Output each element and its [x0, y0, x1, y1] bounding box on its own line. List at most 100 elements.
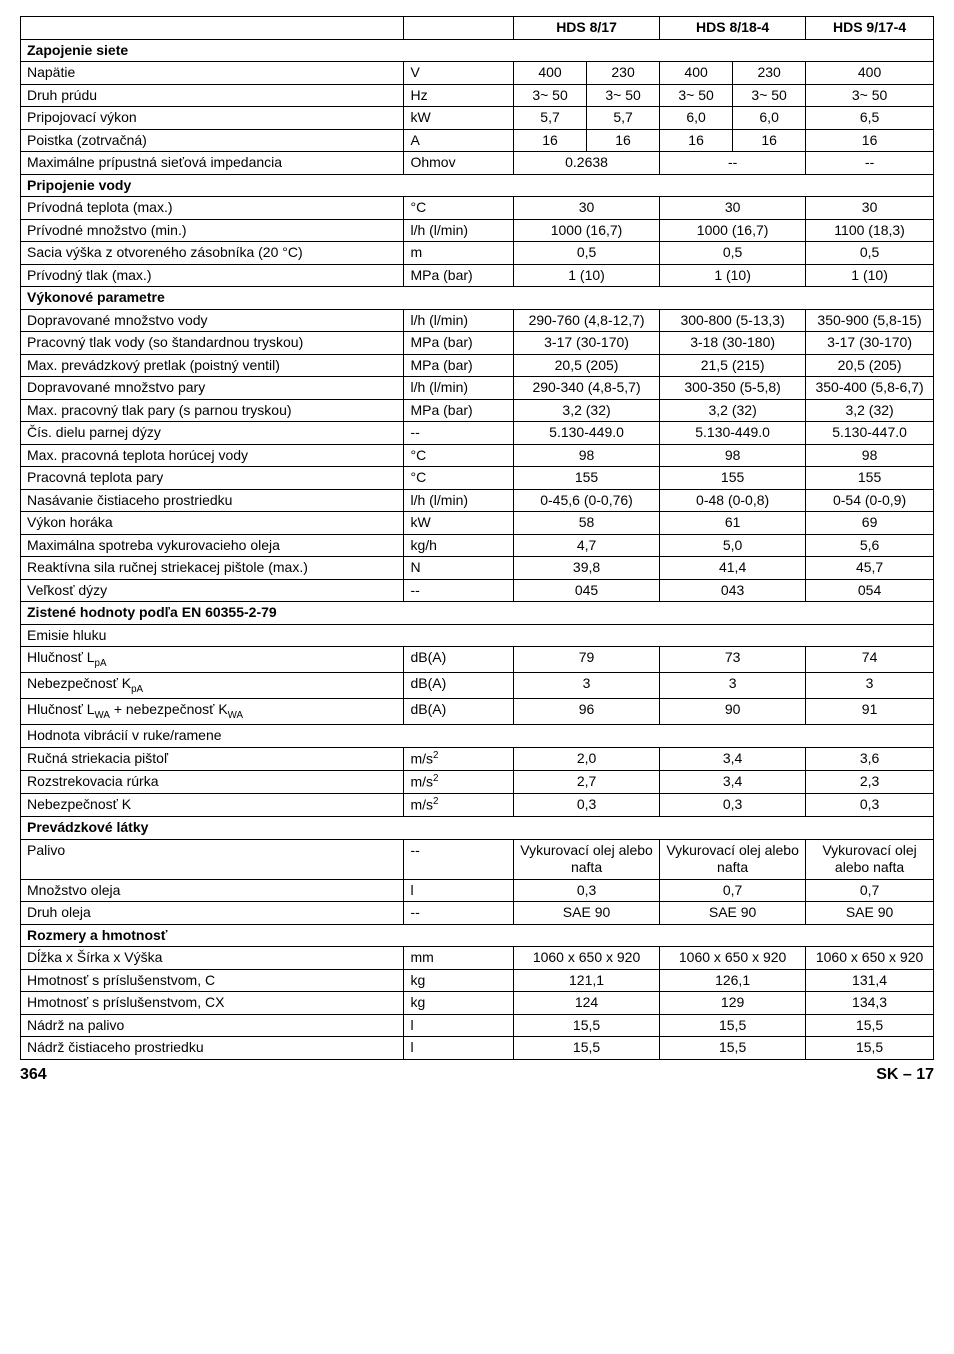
row-unit: --	[404, 579, 514, 602]
row-label: Reaktívna sila ručnej striekacej pištole…	[21, 557, 404, 580]
row-label: Pripojovací výkon	[21, 107, 404, 130]
row-unit: m/s2	[404, 770, 514, 793]
data-row: Nasávanie čistiaceho prostriedkul/h (l/m…	[21, 489, 934, 512]
data-row: Veľkosť dýzy--045043054	[21, 579, 934, 602]
data-row: Nebezpečnosť KpAdB(A)333	[21, 673, 934, 699]
row-unit: l	[404, 879, 514, 902]
section-title: Zapojenie siete	[21, 39, 934, 62]
row-unit: V	[404, 62, 514, 85]
row-unit: kg	[404, 992, 514, 1015]
row-unit: MPa (bar)	[404, 264, 514, 287]
row-unit: m	[404, 242, 514, 265]
header-col-1: HDS 8/17	[514, 17, 660, 40]
row-label: Nebezpečnosť KpA	[21, 673, 404, 699]
row-label: Hmotnosť s príslušenstvom, CX	[21, 992, 404, 1015]
row-unit: l/h (l/min)	[404, 309, 514, 332]
row-unit: N	[404, 557, 514, 580]
section-header: Výkonové parametre	[21, 287, 934, 310]
data-row: NapätieV400230400230400	[21, 62, 934, 85]
data-row: Dĺžka x Šírka x Výškamm1060 x 650 x 9201…	[21, 947, 934, 970]
row-label: Čís. dielu parnej dýzy	[21, 422, 404, 445]
row-unit: MPa (bar)	[404, 399, 514, 422]
row-label: Nádrž na palivo	[21, 1014, 404, 1037]
spec-table: HDS 8/17HDS 8/18-4HDS 9/17-4Zapojenie si…	[20, 16, 934, 1060]
data-row: Max. prevádzkový pretlak (poistný ventil…	[21, 354, 934, 377]
row-unit: dB(A)	[404, 699, 514, 725]
data-row: Pracovná teplota pary°C155155155	[21, 467, 934, 490]
row-unit: l/h (l/min)	[404, 377, 514, 400]
section-title: Hodnota vibrácií v ruke/ramene	[21, 725, 934, 748]
row-unit: --	[404, 422, 514, 445]
row-label: Palivo	[21, 839, 404, 879]
data-row: Prívodný tlak (max.)MPa (bar)1 (10)1 (10…	[21, 264, 934, 287]
row-label: Max. prevádzkový pretlak (poistný ventil…	[21, 354, 404, 377]
row-label: Max. pracovný tlak pary (s parnou trysko…	[21, 399, 404, 422]
row-label: Prívodná teplota (max.)	[21, 197, 404, 220]
row-label: Rozstrekovacia rúrka	[21, 770, 404, 793]
data-row: Prívodná teplota (max.)°C303030	[21, 197, 934, 220]
data-row: Dopravované množstvo paryl/h (l/min)290-…	[21, 377, 934, 400]
row-label: Dopravované množstvo pary	[21, 377, 404, 400]
row-label: Veľkosť dýzy	[21, 579, 404, 602]
row-unit: °C	[404, 467, 514, 490]
row-unit: A	[404, 129, 514, 152]
data-row: Maximálna spotreba vykurovacieho olejakg…	[21, 534, 934, 557]
section-title: Pripojenie vody	[21, 174, 934, 197]
row-unit: kW	[404, 512, 514, 535]
data-row: Ručná striekacia pištoľm/s22,03,43,6	[21, 747, 934, 770]
row-label: Nádrž čistiaceho prostriedku	[21, 1037, 404, 1060]
row-unit: l/h (l/min)	[404, 489, 514, 512]
row-unit: kg/h	[404, 534, 514, 557]
row-label: Maximálne prípustná sieťová impedancia	[21, 152, 404, 175]
row-label: Nebezpečnosť K	[21, 793, 404, 816]
section-header: Rozmery a hmotnosť	[21, 924, 934, 947]
row-unit: m/s2	[404, 793, 514, 816]
row-label: Hlučnosť LWA + nebezpečnosť KWA	[21, 699, 404, 725]
row-unit: dB(A)	[404, 647, 514, 673]
row-unit: °C	[404, 444, 514, 467]
row-label: Množstvo oleja	[21, 879, 404, 902]
row-unit: m/s2	[404, 747, 514, 770]
data-row: Prívodné množstvo (min.)l/h (l/min)1000 …	[21, 219, 934, 242]
data-row: Max. pracovná teplota horúcej vody°C9898…	[21, 444, 934, 467]
data-row: Druh prúduHz3~ 503~ 503~ 503~ 503~ 50	[21, 84, 934, 107]
data-row: Výkon horákakW586169	[21, 512, 934, 535]
section-title: Emisie hluku	[21, 624, 934, 647]
row-unit: --	[404, 902, 514, 925]
section-title: Výkonové parametre	[21, 287, 934, 310]
data-row: Čís. dielu parnej dýzy--5.130-449.05.130…	[21, 422, 934, 445]
section-header: Zapojenie siete	[21, 39, 934, 62]
row-unit: --	[404, 839, 514, 879]
row-unit: kg	[404, 969, 514, 992]
row-unit: Hz	[404, 84, 514, 107]
row-unit: MPa (bar)	[404, 354, 514, 377]
row-unit: kW	[404, 107, 514, 130]
row-label: Výkon horáka	[21, 512, 404, 535]
header-col-2: HDS 8/18-4	[660, 17, 806, 40]
section-title: Zistené hodnoty podľa EN 60355-2-79	[21, 602, 934, 625]
row-unit: l	[404, 1037, 514, 1060]
data-row: Hlučnosť LWA + nebezpečnosť KWAdB(A)9690…	[21, 699, 934, 725]
section-header: Emisie hluku	[21, 624, 934, 647]
row-label: Nasávanie čistiaceho prostriedku	[21, 489, 404, 512]
row-label: Hmotnosť s príslušenstvom, C	[21, 969, 404, 992]
data-row: Rozstrekovacia rúrkam/s22,73,42,3	[21, 770, 934, 793]
row-label: Max. pracovná teplota horúcej vody	[21, 444, 404, 467]
data-row: Dopravované množstvo vodyl/h (l/min)290-…	[21, 309, 934, 332]
data-row: Nebezpečnosť Km/s20,30,30,3	[21, 793, 934, 816]
row-label: Druh oleja	[21, 902, 404, 925]
section-title: Rozmery a hmotnosť	[21, 924, 934, 947]
row-unit: Ohmov	[404, 152, 514, 175]
header-col-3: HDS 9/17-4	[806, 17, 934, 40]
row-label: Pracovná teplota pary	[21, 467, 404, 490]
row-label: Hlučnosť LpA	[21, 647, 404, 673]
page-footer: 364 SK – 17	[20, 1066, 934, 1084]
data-row: Hlučnosť LpAdB(A)797374	[21, 647, 934, 673]
page-number-left: 364	[20, 1066, 47, 1084]
data-row: Poistka (zotrvačná)A1616161616	[21, 129, 934, 152]
data-row: Max. pracovný tlak pary (s parnou trysko…	[21, 399, 934, 422]
row-label: Prívodné množstvo (min.)	[21, 219, 404, 242]
section-title: Prevádzkové látky	[21, 817, 934, 840]
data-row: Reaktívna sila ručnej striekacej pištole…	[21, 557, 934, 580]
row-label: Dĺžka x Šírka x Výška	[21, 947, 404, 970]
